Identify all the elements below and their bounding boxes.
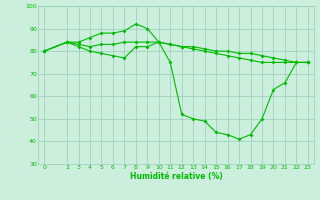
X-axis label: Humidité relative (%): Humidité relative (%): [130, 172, 222, 181]
